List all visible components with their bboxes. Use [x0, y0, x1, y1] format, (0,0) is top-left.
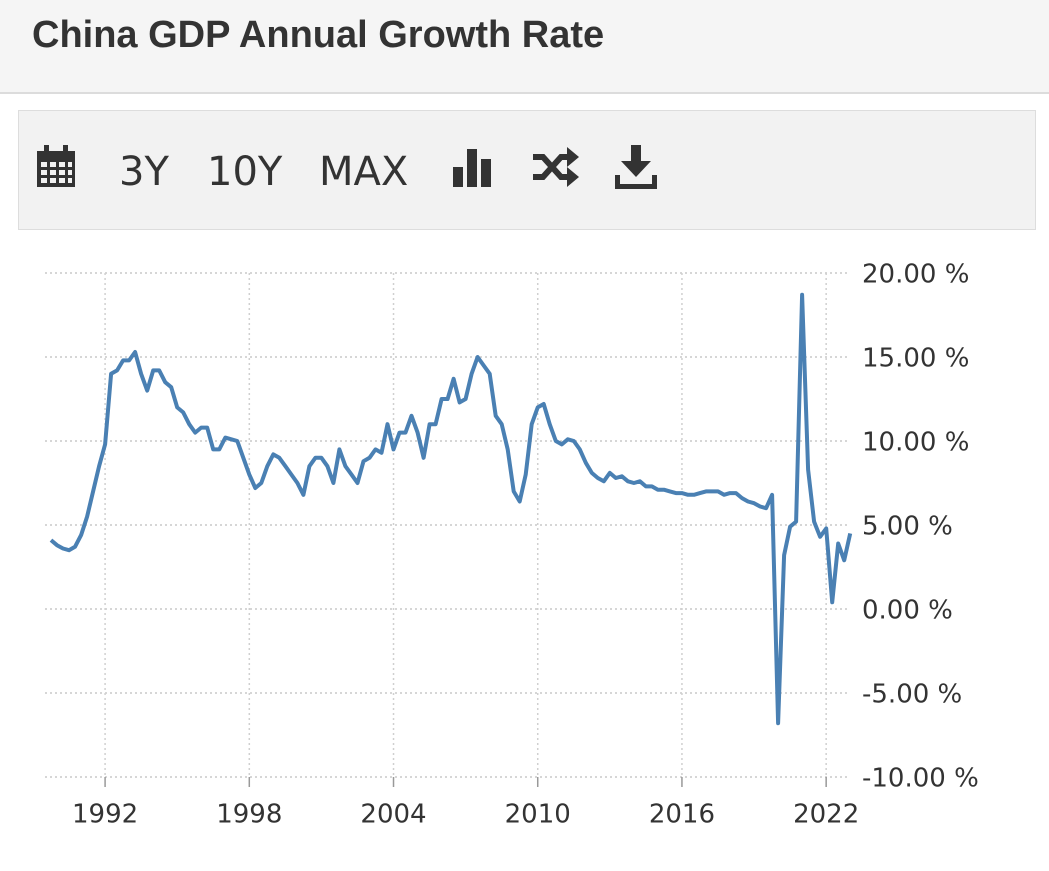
range-3y[interactable]: 3Y [119, 149, 169, 195]
x-tick-label: 1992 [72, 800, 138, 830]
download-icon[interactable] [615, 145, 657, 189]
y-tick-label: 10.00 % [862, 428, 969, 458]
shuffle-icon[interactable] [531, 145, 581, 189]
y-tick-label: 20.00 % [862, 260, 969, 290]
range-max[interactable]: MAX [319, 149, 409, 195]
toolbar: 3Y 10Y MAX [18, 110, 1036, 230]
y-tick-label: -5.00 % [862, 680, 962, 710]
range-10y[interactable]: 10Y [207, 149, 283, 195]
x-tick-label: 2016 [649, 800, 715, 830]
bar-chart-icon[interactable] [451, 145, 493, 189]
y-tick-label: -10.00 % [862, 764, 979, 794]
chart-title: China GDP Annual Growth Rate [32, 14, 605, 56]
x-tick-label: 2010 [505, 800, 571, 830]
x-tick-label: 2004 [360, 800, 426, 830]
x-tick-label: 2022 [793, 800, 859, 830]
y-tick-label: 5.00 % [862, 512, 953, 542]
y-tick-label: 0.00 % [862, 596, 953, 626]
x-tick-label: 1998 [216, 800, 282, 830]
y-tick-label: 15.00 % [862, 344, 969, 374]
header: China GDP Annual Growth Rate [0, 0, 1049, 94]
calendar-icon[interactable] [35, 145, 77, 189]
data-line [49, 292, 853, 726]
chart: 20.00 % 15.00 % 10.00 % 5.00 % 0.00 % -5.00 %… [45, 260, 979, 830]
